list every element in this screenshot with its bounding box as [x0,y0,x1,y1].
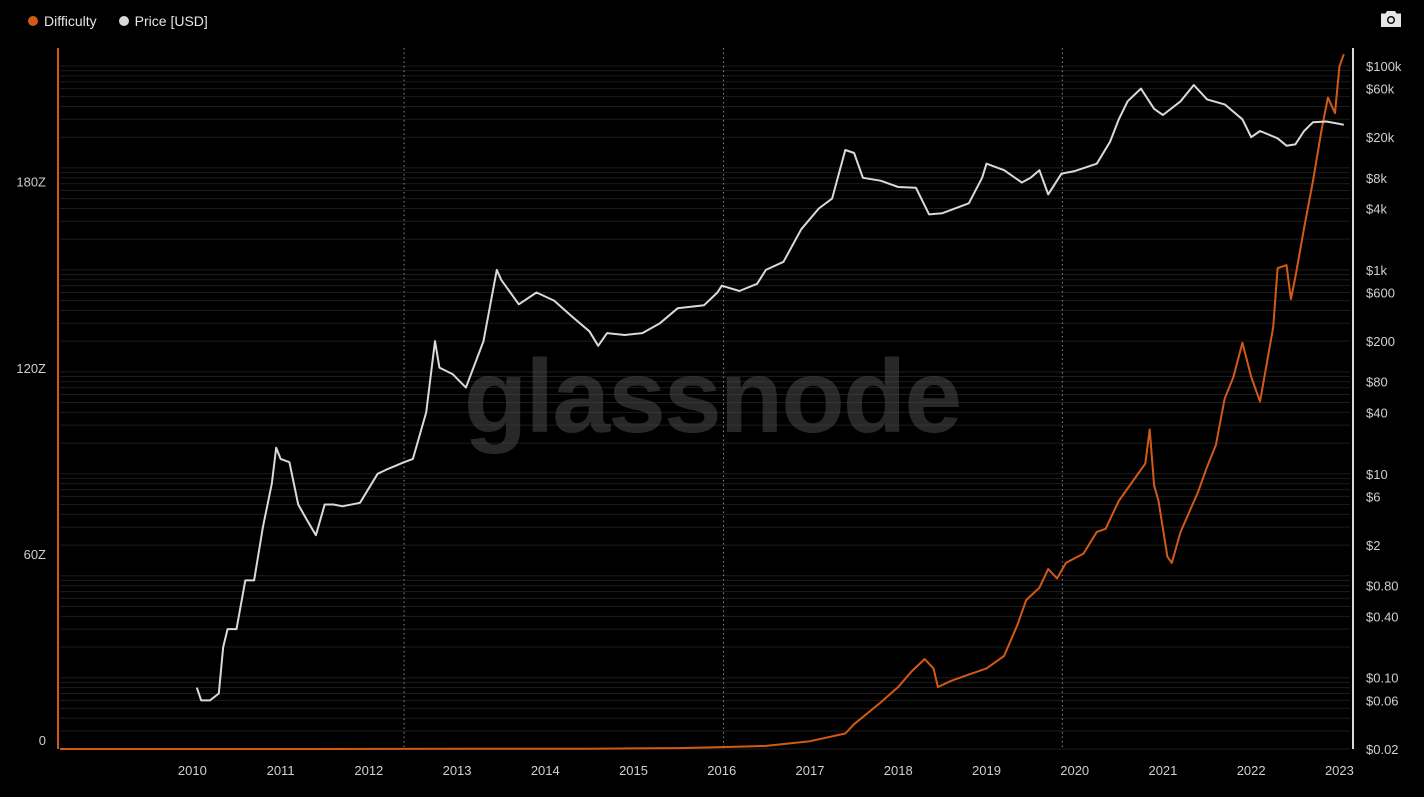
x-tick-label: 2021 [1148,763,1177,778]
left-tick-label: 120Z [16,361,46,376]
right-tick-label: $2 [1366,538,1380,553]
legend-item-price[interactable]: Price [USD] [118,13,208,29]
right-tick-label: $80 [1366,375,1388,390]
x-tick-label: 2016 [707,763,736,778]
right-tick-label: $100k [1366,59,1402,74]
x-tick-label: 2012 [354,763,383,778]
x-tick-label: 2018 [884,763,913,778]
legend-item-difficulty[interactable]: Difficulty [28,13,97,29]
right-axis: $0.02 $0.06 $0.10 $0.40 $0.80 $2 $6 $10 $40 $80 $2… [1366,59,1402,757]
legend: Difficulty Price [USD] [28,13,208,29]
right-tick-label: $0.10 [1366,671,1399,686]
grid-lines [60,65,1350,750]
x-axis: 2010 2011 2012 2013 2014 2015 2016 2017 2018 2019… [178,763,1354,778]
price-series-line [195,84,1345,702]
legend-label-price: Price [USD] [134,13,208,29]
right-tick-label: $40 [1366,405,1388,420]
x-tick-label: 2022 [1237,763,1266,778]
right-tick-label: $60k [1366,82,1395,97]
left-tick-label: 180Z [16,175,46,190]
right-tick-label: $10 [1366,467,1388,482]
right-tick-label: $0.80 [1366,579,1399,594]
x-tick-label: 2017 [796,763,825,778]
left-tick-label: 0 [39,733,46,748]
series-group [60,53,1345,750]
x-tick-label: 2013 [443,763,472,778]
right-tick-label: $1k [1366,263,1387,278]
x-tick-label: 2023 [1325,763,1354,778]
x-tick-label: 2015 [619,763,648,778]
price-dot-icon [118,16,129,26]
camera-icon[interactable] [1380,10,1402,28]
right-tick-label: $6 [1366,489,1380,504]
right-tick-label: $4k [1366,201,1387,216]
right-tick-label: $200 [1366,334,1395,349]
left-axis: 0 60Z 120Z 180Z [16,175,46,748]
watermark: glassnode [464,339,960,455]
right-tick-label: $600 [1366,286,1395,301]
right-tick-label: $8k [1366,171,1387,186]
x-tick-label: 2014 [531,763,560,778]
right-tick-label: $20k [1366,130,1395,145]
legend-label-difficulty: Difficulty [44,13,97,29]
right-tick-label: $0.40 [1366,609,1399,624]
difficulty-dot-icon [28,16,38,26]
x-tick-label: 2011 [267,763,295,778]
difficulty-series-line [60,53,1345,750]
x-tick-label: 2019 [972,763,1001,778]
x-tick-label: 2020 [1060,763,1089,778]
x-tick-label: 2010 [178,763,207,778]
right-tick-label: $0.02 [1366,742,1399,757]
right-tick-label: $0.06 [1366,693,1399,708]
left-tick-label: 60Z [24,547,46,562]
